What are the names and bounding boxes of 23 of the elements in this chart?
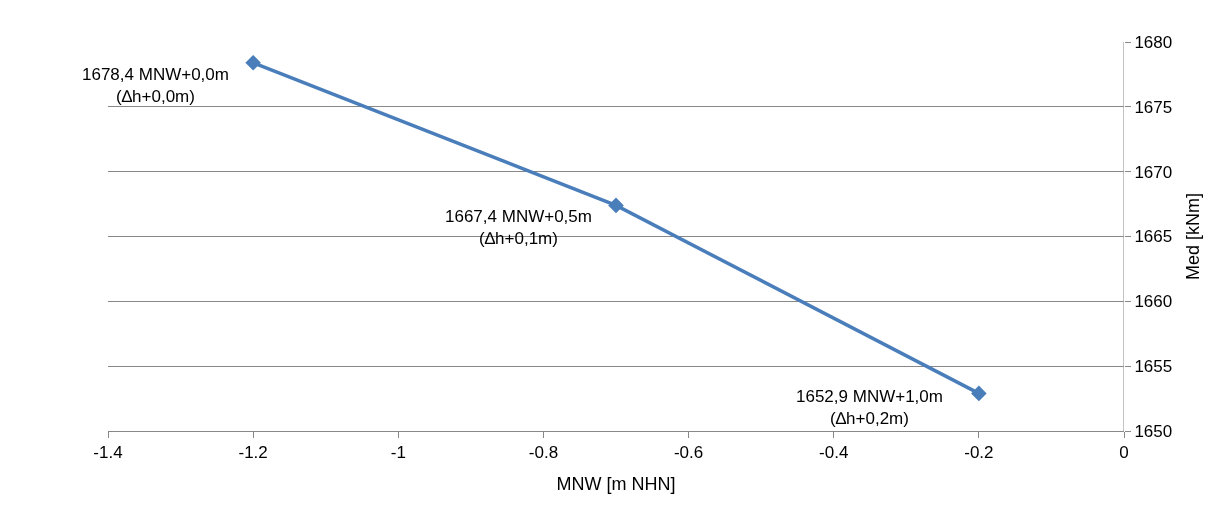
x-tick-label: -0.8	[528, 443, 559, 463]
annotation: 1678,4 MNW+0,0m (∆h+0,0m)	[82, 65, 229, 107]
x-axis-title: MNW [m NHN]	[556, 473, 676, 494]
x-tick-label: -1	[390, 443, 406, 463]
x-tick-label: -1.2	[238, 443, 268, 463]
point	[245, 54, 261, 71]
point	[608, 197, 624, 214]
y-tick-label: 1670	[1134, 162, 1173, 182]
y-tick-label: 1655	[1134, 357, 1173, 377]
y-tick-label: 1650	[1134, 421, 1173, 441]
y-tick-label: 1675	[1134, 97, 1173, 117]
x-tick-label: 0	[1119, 443, 1129, 463]
x-tick-label: -0.4	[819, 443, 849, 463]
y-tick-label: 1665	[1134, 227, 1173, 247]
point	[971, 385, 987, 402]
annotation: 1652,9 MNW+1,0m (∆h+0,2m)	[796, 387, 943, 429]
x-tick-label: -1.4	[93, 443, 123, 463]
y-tick-label: 1680	[1134, 32, 1173, 52]
x-tick-label: -0.2	[964, 443, 994, 463]
x-tick-label: -0.6	[673, 443, 704, 463]
y-tick-label: 1660	[1134, 292, 1173, 312]
y-axis-title: Med [kNm]	[1183, 192, 1204, 281]
annotation: 1667,4 MNW+0,5m (∆h+0,1m)	[445, 207, 592, 249]
